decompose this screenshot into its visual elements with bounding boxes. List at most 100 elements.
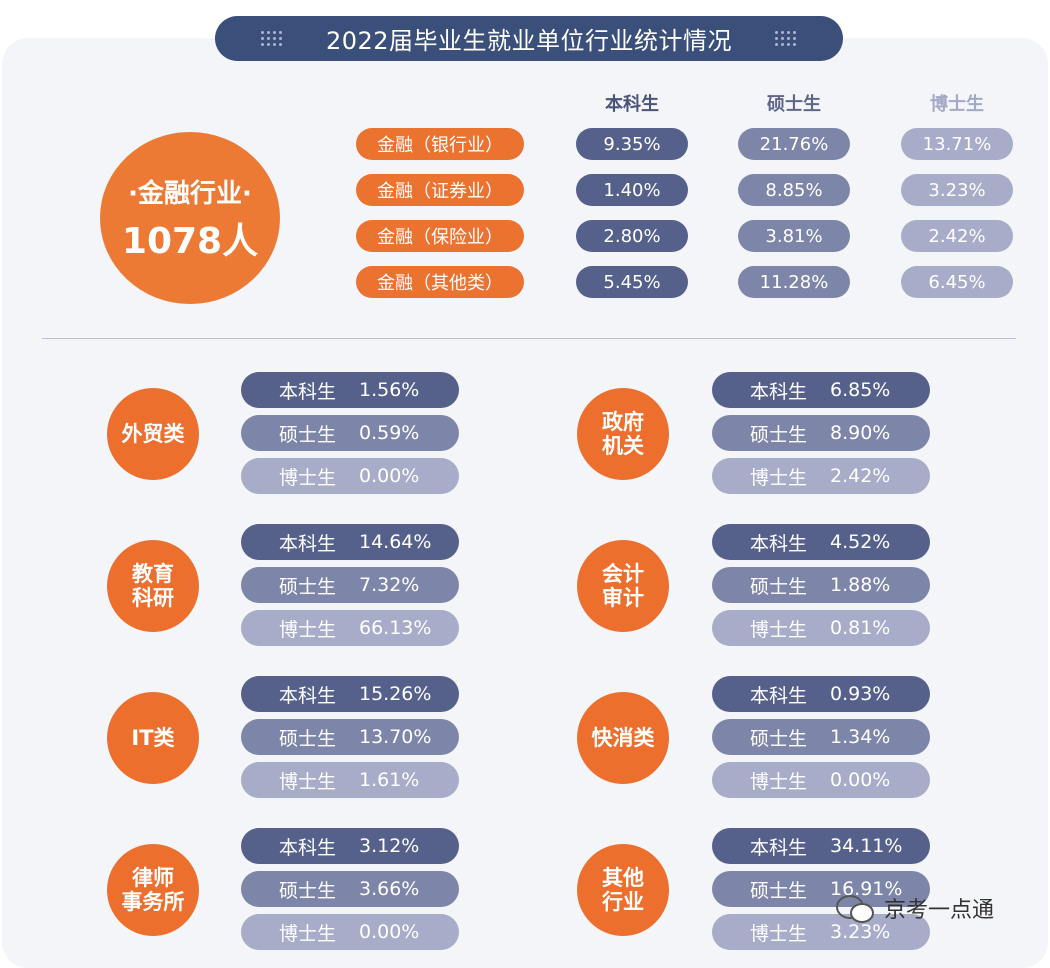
percentage-value: 0.59%: [359, 422, 420, 444]
finance-count: 1078人: [121, 220, 259, 262]
industry-value-master: 硕士生 13.70%: [241, 719, 459, 755]
industry-value-bachelor: 本科生 1.56%: [241, 372, 459, 408]
industry-name: 外贸类: [121, 422, 185, 446]
finance-value-bachelor: 2.80%: [576, 220, 688, 252]
degree-label: 本科生: [750, 836, 808, 859]
percentage-value: 7.32%: [359, 574, 420, 596]
percentage-value: 3.23%: [830, 921, 891, 943]
degree-label: 硕士生: [750, 879, 808, 902]
finance-subcategory: 金融（银行业）: [356, 128, 524, 160]
finance-value-bachelor: 5.45%: [576, 266, 688, 298]
degree-label: 本科生: [750, 532, 808, 555]
percentage-value: 14.64%: [359, 531, 432, 553]
percentage-value: 1.56%: [359, 379, 420, 401]
industry-circle: 教育 科研: [107, 540, 199, 632]
percentage-value: 16.91%: [830, 878, 903, 900]
finance-value-master: 21.76%: [738, 128, 850, 160]
finance-subcategory: 金融（证券业）: [356, 174, 524, 206]
industry-value-bachelor: 本科生 0.93%: [712, 676, 930, 712]
degree-label: 博士生: [750, 466, 808, 489]
degree-label: 本科生: [279, 380, 337, 403]
degree-label: 博士生: [750, 618, 808, 641]
industry-name: 其他 行业: [602, 866, 644, 914]
industry-value-doctor: 博士生 1.61%: [241, 762, 459, 798]
industry-name: IT类: [131, 726, 175, 750]
watermark: 京考一点通: [836, 892, 994, 924]
percentage-value: 1.88%: [830, 574, 891, 596]
industry-value-doctor: 博士生 0.00%: [712, 762, 930, 798]
industry-circle: 其他 行业: [577, 844, 669, 936]
degree-label: 硕士生: [279, 727, 337, 750]
wechat-icon: [836, 893, 876, 923]
finance-value-master: 3.81%: [738, 220, 850, 252]
percentage-value: 0.93%: [830, 683, 891, 705]
industry-value-doctor: 博士生 2.42%: [712, 458, 930, 494]
percentage-value: 15.26%: [359, 683, 432, 705]
finance-value-doctor: 3.23%: [901, 174, 1013, 206]
industry-value-doctor: 博士生 66.13%: [241, 610, 459, 646]
industry-value-bachelor: 本科生 15.26%: [241, 676, 459, 712]
finance-circle: ·金融行业· 1078人: [100, 132, 280, 304]
finance-value-doctor: 2.42%: [901, 220, 1013, 252]
degree-label: 硕士生: [750, 575, 808, 598]
degree-label: 博士生: [750, 922, 808, 945]
industry-value-bachelor: 本科生 6.85%: [712, 372, 930, 408]
industry-value-master: 硕士生 3.66%: [241, 871, 459, 907]
title-bar: 2022届毕业生就业单位行业统计情况: [215, 16, 843, 61]
percentage-value: 1.61%: [359, 769, 420, 791]
degree-label: 本科生: [750, 380, 808, 403]
percentage-value: 8.90%: [830, 422, 891, 444]
degree-label: 博士生: [279, 922, 337, 945]
dots-decoration-right: [775, 28, 797, 48]
degree-label: 硕士生: [279, 879, 337, 902]
industry-value-master: 硕士生 16.91%: [712, 871, 930, 907]
degree-label: 本科生: [750, 684, 808, 707]
industry-name: 政府 机关: [602, 410, 644, 458]
industry-value-doctor: 博士生 0.00%: [241, 458, 459, 494]
industry-value-bachelor: 本科生 3.12%: [241, 828, 459, 864]
percentage-value: 34.11%: [830, 835, 903, 857]
percentage-value: 13.70%: [359, 726, 432, 748]
industry-circle: 外贸类: [107, 388, 199, 480]
percentage-value: 0.81%: [830, 617, 891, 639]
percentage-value: 3.12%: [359, 835, 420, 857]
percentage-value: 6.85%: [830, 379, 891, 401]
degree-label: 硕士生: [750, 423, 808, 446]
finance-value-bachelor: 9.35%: [576, 128, 688, 160]
finance-value-doctor: 13.71%: [901, 128, 1013, 160]
industry-name: 快消类: [591, 726, 655, 750]
dots-decoration-left: [261, 28, 283, 48]
degree-label: 硕士生: [279, 423, 337, 446]
industry-value-master: 硕士生 1.88%: [712, 567, 930, 603]
finance-value-doctor: 6.45%: [901, 266, 1013, 298]
degree-label: 硕士生: [279, 575, 337, 598]
finance-subcategory: 金融（其他类）: [356, 266, 524, 298]
industry-value-master: 硕士生 7.32%: [241, 567, 459, 603]
column-header-bachelor: 本科生: [605, 94, 659, 115]
industry-circle: 政府 机关: [577, 388, 669, 480]
degree-label: 博士生: [279, 770, 337, 793]
industry-value-doctor: 博士生 0.00%: [241, 914, 459, 950]
industry-value-master: 硕士生 8.90%: [712, 415, 930, 451]
column-header-doctor: 博士生: [930, 94, 984, 115]
degree-label: 本科生: [279, 532, 337, 555]
industry-circle: 快消类: [577, 692, 669, 784]
industry-value-bachelor: 本科生 4.52%: [712, 524, 930, 560]
industry-circle: 律师 事务所: [107, 844, 199, 936]
percentage-value: 3.66%: [359, 878, 420, 900]
finance-value-master: 11.28%: [738, 266, 850, 298]
industry-circle: 会计 审计: [577, 540, 669, 632]
percentage-value: 0.00%: [830, 769, 891, 791]
degree-label: 硕士生: [750, 727, 808, 750]
degree-label: 博士生: [279, 466, 337, 489]
finance-name: ·金融行业·: [128, 178, 252, 209]
finance-value-bachelor: 1.40%: [576, 174, 688, 206]
industry-value-bachelor: 本科生 14.64%: [241, 524, 459, 560]
industry-value-master: 硕士生 1.34%: [712, 719, 930, 755]
percentage-value: 2.42%: [830, 465, 891, 487]
percentage-value: 66.13%: [359, 617, 432, 639]
degree-label: 博士生: [750, 770, 808, 793]
industry-value-bachelor: 本科生 34.11%: [712, 828, 930, 864]
industry-value-doctor: 博士生 3.23%: [712, 914, 930, 950]
finance-value-master: 8.85%: [738, 174, 850, 206]
